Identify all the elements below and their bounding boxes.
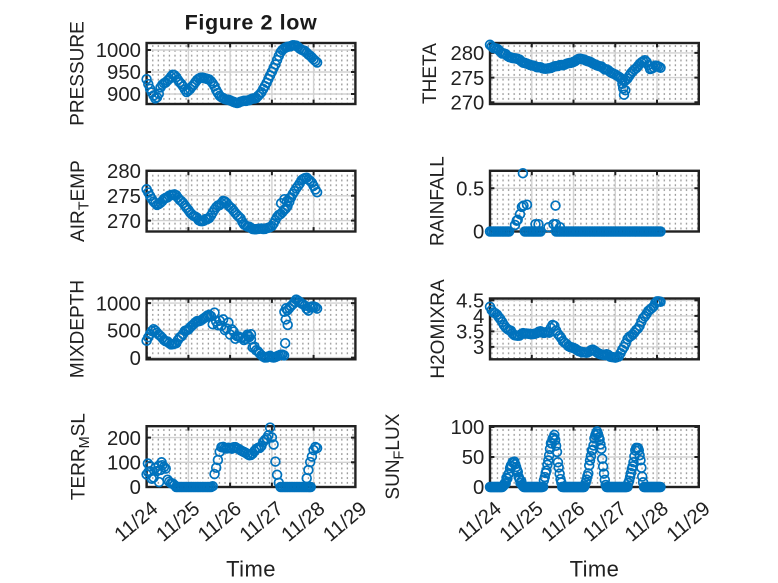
svg-text:0: 0 [473, 222, 484, 244]
svg-text:900: 900 [107, 84, 141, 106]
svg-text:0: 0 [473, 477, 484, 499]
svg-text:500: 500 [107, 321, 141, 343]
svg-text:200: 200 [107, 428, 141, 450]
svg-text:AIRTEMP: AIRTEMP [68, 160, 93, 242]
svg-text:Time: Time [570, 557, 620, 582]
svg-text:100: 100 [107, 453, 141, 475]
svg-text:280: 280 [107, 161, 141, 183]
svg-text:MIXDEPTH: MIXDEPTH [68, 280, 89, 378]
svg-text:PRESSURE: PRESSURE [68, 21, 89, 126]
svg-text:270: 270 [107, 211, 141, 233]
svg-text:0: 0 [130, 477, 141, 499]
svg-text:4.5: 4.5 [456, 291, 484, 313]
svg-text:3.5: 3.5 [456, 322, 484, 344]
svg-text:275: 275 [450, 68, 484, 90]
svg-text:950: 950 [107, 62, 141, 84]
svg-text:0.5: 0.5 [456, 179, 484, 201]
svg-text:3: 3 [473, 337, 484, 359]
svg-text:Figure 2 low: Figure 2 low [185, 10, 318, 34]
svg-text:270: 270 [450, 93, 484, 115]
svg-text:1000: 1000 [96, 40, 141, 62]
svg-text:Time: Time [226, 557, 276, 582]
svg-text:TERRMSL: TERRMSL [69, 413, 94, 500]
svg-text:THETA: THETA [420, 43, 441, 104]
svg-text:50: 50 [462, 447, 485, 469]
svg-text:0: 0 [130, 348, 141, 370]
svg-text:280: 280 [450, 43, 484, 65]
svg-text:275: 275 [107, 186, 141, 208]
svg-text:100: 100 [450, 417, 484, 439]
svg-text:H2OMIXRA: H2OMIXRA [428, 279, 449, 379]
svg-text:RAINFALL: RAINFALL [428, 156, 449, 246]
svg-text:1000: 1000 [96, 293, 141, 315]
svg-text:4: 4 [473, 306, 484, 328]
